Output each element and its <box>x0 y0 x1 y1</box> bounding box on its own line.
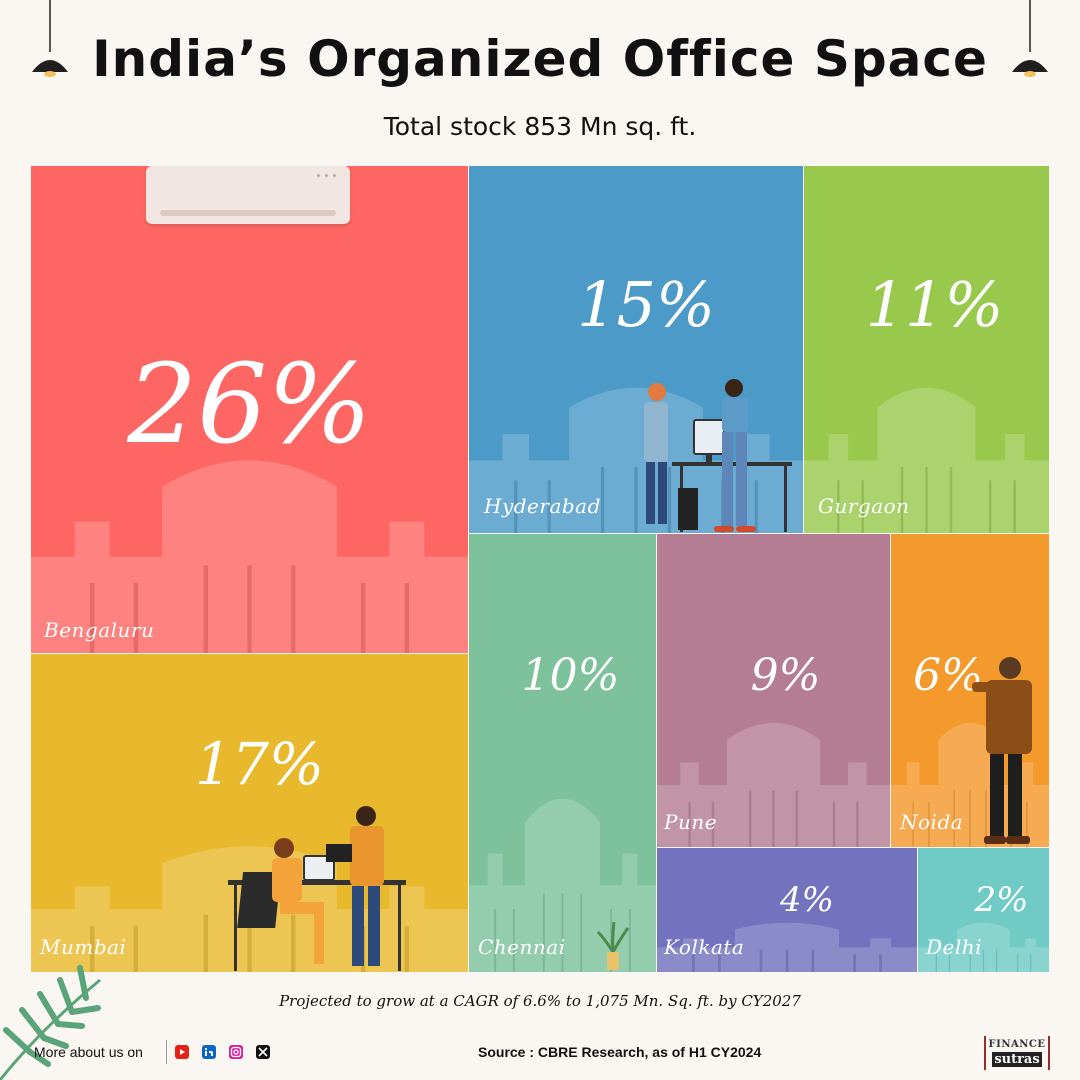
landmark-silhouette <box>918 922 1049 972</box>
tile-city-label: Noida <box>900 810 964 834</box>
tile-percentage: 26% <box>127 340 372 468</box>
tile-percentage: 9% <box>750 650 821 701</box>
office-workers-illustration <box>228 806 406 971</box>
landmark-silhouette <box>469 387 803 533</box>
tile-city-label: Bengaluru <box>44 618 155 642</box>
page-title: India’s Organized Office Space <box>92 30 988 88</box>
businessman-illustration <box>972 657 1032 844</box>
brand-logo[interactable]: FINANCE sutras <box>984 1036 1050 1070</box>
landmark-silhouette <box>804 387 1049 533</box>
x-icon[interactable] <box>256 1045 270 1059</box>
projection-note: Projected to grow at a CAGR of 6.6% to 1… <box>279 992 801 1010</box>
tile-percentage: 2% <box>974 880 1029 920</box>
hanging-lamp-icon <box>1012 0 1048 77</box>
tile-city-label: Pune <box>664 810 718 834</box>
landmark-silhouette <box>657 722 890 847</box>
landmark-silhouette <box>469 798 656 972</box>
tile-city-label: Gurgaon <box>818 494 910 518</box>
linkedin-icon[interactable] <box>202 1045 216 1059</box>
landmark-silhouette <box>657 922 917 972</box>
treemap-tile-delhi: 2% Delhi <box>918 848 1049 972</box>
tile-city-label: Mumbai <box>40 935 127 959</box>
hanging-lamp-icon <box>32 0 68 77</box>
instagram-icon[interactable] <box>229 1045 243 1059</box>
air-conditioner-icon <box>146 166 350 224</box>
source-citation: Source : CBRE Research, as of H1 CY2024 <box>478 1044 762 1060</box>
youtube-icon[interactable] <box>175 1045 189 1059</box>
tile-city-label: Hyderabad <box>484 494 601 518</box>
tile-percentage: 10% <box>521 650 620 701</box>
tile-percentage: 6% <box>913 650 983 701</box>
tile-percentage: 4% <box>780 880 834 920</box>
treemap-tile-gurgaon: 11% Gurgaon <box>804 166 1049 533</box>
landmark-silhouette <box>31 460 468 653</box>
treemap-tile-pune: 9% Pune <box>657 534 890 847</box>
more-about-us-label: More about us on <box>34 1044 143 1060</box>
plant-icon <box>596 922 630 970</box>
brand-logo-line1: FINANCE <box>988 1039 1046 1050</box>
treemap-tile-bengaluru: 26% Bengaluru <box>31 166 468 653</box>
treemap-tile-hyderabad: 15% Hyderabad <box>469 166 803 533</box>
office-workers-illustration <box>644 379 792 532</box>
page-subtitle: Total stock 853 Mn sq. ft. <box>383 112 697 141</box>
tile-city-label: Kolkata <box>664 935 745 959</box>
tile-percentage: 11% <box>865 268 1004 341</box>
brand-logo-line2: sutras <box>992 1052 1042 1067</box>
tile-percentage: 15% <box>577 268 715 341</box>
treemap-tile-chennai: 10% Chennai <box>469 534 656 972</box>
treemap-tile-kolkata: 4% Kolkata <box>657 848 917 972</box>
palm-leaf-decoration <box>0 965 101 1080</box>
divider <box>166 1040 167 1064</box>
tile-percentage: 17% <box>195 730 324 798</box>
tile-city-label: Delhi <box>926 935 983 959</box>
tile-city-label: Chennai <box>478 935 566 959</box>
